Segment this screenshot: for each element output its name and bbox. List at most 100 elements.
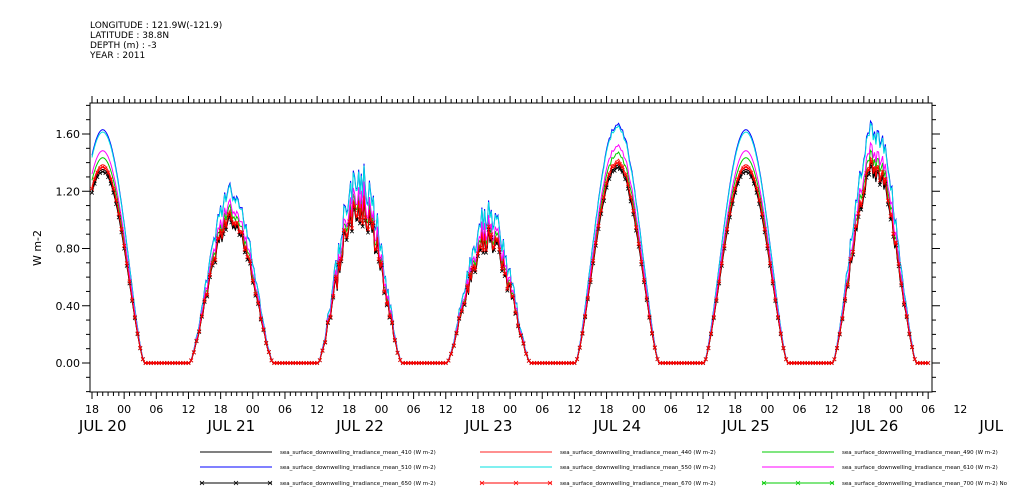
series-marker xyxy=(853,224,858,229)
x-tick-label: 18 xyxy=(471,403,485,416)
series-marker xyxy=(226,212,231,217)
series-marker xyxy=(628,195,633,200)
series-marker xyxy=(507,281,513,286)
series-marker xyxy=(138,345,143,350)
series-layer xyxy=(89,119,931,366)
series-marker xyxy=(486,224,491,229)
series-marker xyxy=(631,208,636,213)
series-marker xyxy=(762,227,767,232)
series-marker xyxy=(877,178,883,183)
date-label: JUL 23 xyxy=(464,417,513,435)
series-marker xyxy=(505,288,510,293)
date-label: JUL 26 xyxy=(850,417,899,435)
series-marker xyxy=(738,170,743,175)
series-marker xyxy=(497,247,502,252)
series-marker xyxy=(382,289,387,294)
series-marker xyxy=(347,219,352,224)
date-label: JUL 24 xyxy=(592,417,641,435)
series-marker xyxy=(725,227,730,232)
series-marker xyxy=(349,226,355,231)
series-marker xyxy=(644,296,649,301)
series-marker xyxy=(773,297,778,302)
series-marker xyxy=(851,249,856,254)
series-marker xyxy=(652,345,657,350)
series-marker xyxy=(513,310,518,315)
series-marker xyxy=(119,227,124,232)
series-marker xyxy=(518,332,523,338)
legend-label: sea_surface_downwelling_irradiance_mean_… xyxy=(842,465,998,471)
date-label: JUL 22 xyxy=(335,417,384,435)
longitude-label: LONGITUDE : 121.9W(-121.9) xyxy=(90,21,223,31)
legend-label: sea_surface_downwelling_irradiance_mean_… xyxy=(280,465,436,471)
series-marker xyxy=(105,170,111,175)
series-marker xyxy=(132,315,137,320)
series-marker xyxy=(743,164,749,170)
series-marker xyxy=(757,198,762,203)
series-marker xyxy=(516,323,521,328)
series-marker xyxy=(465,283,470,288)
series-marker xyxy=(885,198,891,203)
series-marker xyxy=(234,220,239,226)
series-marker xyxy=(395,350,400,355)
series-marker xyxy=(877,182,883,187)
series-line xyxy=(91,141,929,364)
series-marker xyxy=(229,216,234,222)
legend-marker xyxy=(547,480,553,486)
series-marker xyxy=(636,241,641,246)
legend-label: sea_surface_downwelling_irradiance_mean_… xyxy=(842,450,998,456)
series-marker xyxy=(344,234,349,240)
series-marker xyxy=(207,272,213,278)
series-marker xyxy=(360,221,365,226)
series-marker xyxy=(706,345,711,350)
series-marker xyxy=(114,198,119,203)
axis-labels: 0.00 0.40 0.80 1.20 1.60 W m-2 18 00 06 12 18 00 06 1… xyxy=(31,128,1009,435)
series-marker xyxy=(722,243,727,248)
series-marker xyxy=(735,177,740,182)
x-tick-label: 06 xyxy=(664,403,678,416)
series-marker xyxy=(97,166,103,171)
legend-marker xyxy=(795,480,801,486)
series-marker xyxy=(727,211,732,216)
series-marker xyxy=(336,260,341,265)
x-tick-label: 18 xyxy=(728,403,742,416)
series-marker xyxy=(253,291,258,297)
series-marker xyxy=(199,313,204,318)
series-marker xyxy=(483,247,489,253)
series-marker xyxy=(834,345,840,351)
series-marker xyxy=(194,338,199,343)
year-label: YEAR : 2011 xyxy=(90,51,146,61)
series-marker xyxy=(100,164,105,170)
series-marker xyxy=(859,203,864,209)
series-marker xyxy=(730,198,735,203)
series-marker xyxy=(189,358,194,363)
series-marker xyxy=(266,349,271,354)
series-marker xyxy=(609,164,615,170)
series-marker xyxy=(352,204,357,209)
series-marker xyxy=(124,261,129,266)
series-marker xyxy=(92,177,97,182)
series-marker xyxy=(751,177,757,182)
series-marker xyxy=(317,358,322,363)
series-marker xyxy=(446,358,451,363)
series-marker xyxy=(647,314,652,319)
series-marker xyxy=(784,357,789,362)
x-tick-label: 18 xyxy=(85,403,99,416)
series-marker xyxy=(384,301,389,307)
series-marker xyxy=(775,315,781,320)
x-tick-label: 12 xyxy=(310,403,324,416)
legend-marker xyxy=(829,480,835,486)
series-marker xyxy=(349,229,355,234)
series-marker xyxy=(901,301,907,306)
series-marker xyxy=(108,177,113,182)
series-marker xyxy=(357,217,363,223)
series-marker xyxy=(896,261,901,267)
series-marker xyxy=(754,186,759,191)
series-marker xyxy=(376,257,381,262)
series-marker xyxy=(577,345,582,350)
series-marker xyxy=(100,169,105,174)
series-marker xyxy=(604,181,609,186)
series-marker xyxy=(491,245,497,250)
series-marker xyxy=(387,314,392,319)
series-marker xyxy=(856,211,861,216)
